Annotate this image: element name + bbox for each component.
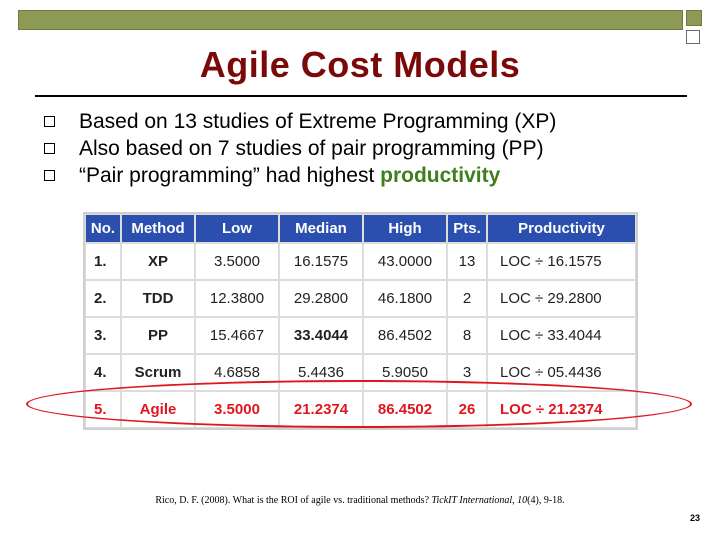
cell-low: 4.6858	[195, 354, 279, 391]
citation-volume: 10	[517, 495, 528, 506]
header-pts: Pts.	[447, 214, 487, 243]
bullet-item: “Pair programming” had highest productiv…	[44, 162, 704, 189]
citation: Rico, D. F. (2008). What is the ROI of a…	[155, 495, 565, 506]
cell-pts: 8	[447, 317, 487, 354]
cost-model-table: No. Method Low Median High Pts. Producti…	[83, 212, 638, 430]
slide-title: Agile Cost Models	[199, 44, 521, 85]
cell-median: 21.2374	[279, 391, 363, 428]
table-row: 2. TDD 12.3800 29.2800 46.1800 2 LOC ÷ 2…	[85, 280, 636, 317]
table-row: 3. PP 15.4667 33.4044 86.4502 8 LOC ÷ 33…	[85, 317, 636, 354]
cell-low: 3.5000	[195, 391, 279, 428]
bullet-item: Also based on 7 studies of pair programm…	[44, 135, 704, 162]
table-header-row: No. Method Low Median High Pts. Producti…	[85, 214, 636, 243]
header-low: Low	[195, 214, 279, 243]
top-accent-square	[686, 10, 702, 26]
title-divider	[35, 95, 687, 97]
cell-no: 5.	[85, 391, 121, 428]
bullet-text: Also based on 7 studies of pair programm…	[79, 136, 544, 160]
cell-low: 15.4667	[195, 317, 279, 354]
cell-method: XP	[121, 243, 195, 280]
cell-method: PP	[121, 317, 195, 354]
cell-median: 16.1575	[279, 243, 363, 280]
cell-high: 43.0000	[363, 243, 447, 280]
citation-journal: TickIT International	[431, 495, 513, 506]
cell-no: 3.	[85, 317, 121, 354]
bullet-item: Based on 13 studies of Extreme Programmi…	[44, 108, 704, 135]
cell-productivity: LOC ÷ 16.1575	[487, 243, 636, 280]
cell-method: TDD	[121, 280, 195, 317]
header-method: Method	[121, 214, 195, 243]
cell-pts: 13	[447, 243, 487, 280]
bullet-text: Based on 13 studies of Extreme Programmi…	[79, 109, 557, 133]
header-median: Median	[279, 214, 363, 243]
cell-low: 3.5000	[195, 243, 279, 280]
cell-pts: 26	[447, 391, 487, 428]
highlight-productivity: productivity	[380, 163, 501, 187]
header-no: No.	[85, 214, 121, 243]
cell-median-highlight: 33.4044	[279, 317, 363, 354]
cell-high: 86.4502	[363, 317, 447, 354]
header-productivity: Productivity	[487, 214, 636, 243]
cell-productivity: LOC ÷ 29.2800	[487, 280, 636, 317]
corner-square-icon	[686, 30, 700, 44]
cell-method: Scrum	[121, 354, 195, 391]
cell-pts: 3	[447, 354, 487, 391]
cell-no: 1.	[85, 243, 121, 280]
bullet-text: “Pair programming” had highest productiv…	[79, 163, 501, 187]
cell-no: 4.	[85, 354, 121, 391]
bullet-list: Based on 13 studies of Extreme Programmi…	[44, 108, 704, 189]
header-high: High	[363, 214, 447, 243]
cell-low: 12.3800	[195, 280, 279, 317]
table-row: 4. Scrum 4.6858 5.4436 5.9050 3 LOC ÷ 05…	[85, 354, 636, 391]
square-bullet-icon	[44, 143, 55, 154]
cell-productivity: LOC ÷ 21.2374	[487, 391, 636, 428]
page-number: 23	[689, 513, 700, 523]
table-row-agile: 5. Agile 3.5000 21.2374 86.4502 26 LOC ÷…	[85, 391, 636, 428]
top-accent-bar	[18, 10, 683, 30]
cell-high: 46.1800	[363, 280, 447, 317]
cell-productivity: LOC ÷ 33.4044	[487, 317, 636, 354]
cell-pts: 2	[447, 280, 487, 317]
cell-method: Agile	[121, 391, 195, 428]
cell-high: 5.9050	[363, 354, 447, 391]
square-bullet-icon	[44, 116, 55, 127]
cell-high: 86.4502	[363, 391, 447, 428]
square-bullet-icon	[44, 170, 55, 181]
cell-median: 29.2800	[279, 280, 363, 317]
cell-no: 2.	[85, 280, 121, 317]
cell-median: 5.4436	[279, 354, 363, 391]
cell-productivity: LOC ÷ 05.4436	[487, 354, 636, 391]
table-row: 1. XP 3.5000 16.1575 43.0000 13 LOC ÷ 16…	[85, 243, 636, 280]
